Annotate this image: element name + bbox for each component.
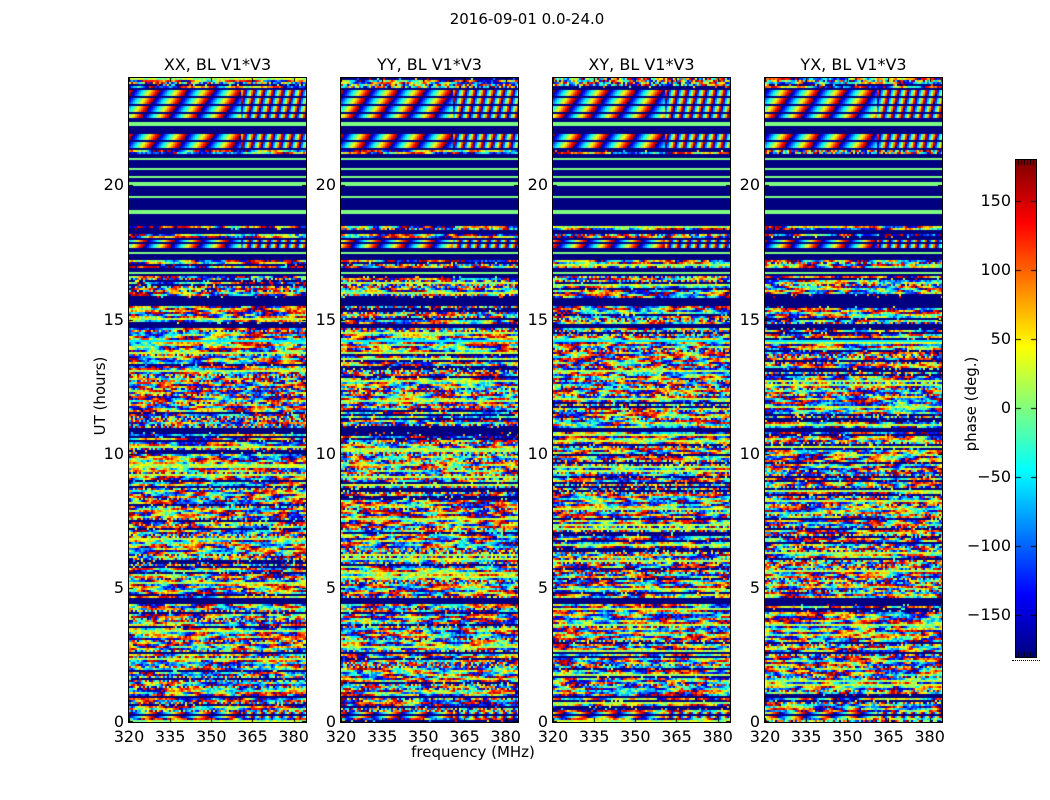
y-tick-label: 15 <box>315 309 336 329</box>
subplot-title: XY, BL V1*V3 <box>588 55 695 74</box>
x-tick-label: 320 <box>325 727 357 746</box>
x-tick-label: 335 <box>790 727 822 746</box>
y-tick-label: 10 <box>103 443 124 463</box>
x-tick-label: 320 <box>749 727 781 746</box>
colorbar-tick-label: −150 <box>967 604 1011 624</box>
y-tick-label: 0 <box>113 712 124 731</box>
colorbar-underflow-dots <box>1012 660 1040 661</box>
y-tick-label: 15 <box>527 309 548 329</box>
x-tick-label: 380 <box>278 727 309 746</box>
colorbar-tick-label: −100 <box>967 535 1011 555</box>
x-tick-label: 365 <box>873 727 904 746</box>
colorbar-tick-label: 0 <box>1000 398 1011 417</box>
x-tick-label: 365 <box>237 727 268 746</box>
y-tick-label: 10 <box>739 443 760 463</box>
y-tick-label: 0 <box>537 712 548 731</box>
heatmap-xx <box>128 77 307 723</box>
y-tick-label: 5 <box>113 577 124 597</box>
subplot-title: YY, BL V1*V3 <box>377 55 482 74</box>
y-tick-label: 5 <box>537 577 548 597</box>
y-tick-label: 20 <box>739 175 760 195</box>
x-tick-label: 365 <box>661 727 692 746</box>
x-tick-label: 380 <box>702 727 733 746</box>
colorbar-tick-label: 150 <box>980 191 1011 211</box>
subplot-title: YX, BL V1*V3 <box>800 55 907 74</box>
x-tick-label: 320 <box>537 727 569 746</box>
x-axis-label: frequency (MHz) <box>411 743 535 761</box>
colorbar-tick-label: 50 <box>990 329 1011 349</box>
y-tick-label: 10 <box>527 443 548 463</box>
x-tick-label: 350 <box>832 727 863 746</box>
y-axis-label: UT (hours) <box>91 356 109 436</box>
x-tick-label: 335 <box>578 727 610 746</box>
subplot-title: XX, BL V1*V3 <box>163 55 272 74</box>
y-tick-label: 15 <box>739 309 760 329</box>
x-tick-label: 365 <box>449 727 480 746</box>
heatmap-xy <box>552 77 731 723</box>
y-tick-label: 5 <box>325 577 336 597</box>
y-tick-label: 5 <box>749 577 760 597</box>
heatmap-yy <box>340 77 519 723</box>
x-tick-label: 320 <box>113 727 145 746</box>
colorbar <box>1015 159 1037 658</box>
y-tick-label: 20 <box>103 175 124 195</box>
y-tick-label: 10 <box>315 443 336 463</box>
x-tick-label: 350 <box>620 727 651 746</box>
x-tick-label: 335 <box>154 727 186 746</box>
figure-title: 2016-09-01 0.0-24.0 <box>449 10 605 28</box>
x-tick-label: 335 <box>366 727 398 746</box>
y-tick-label: 20 <box>527 175 548 195</box>
x-tick-label: 380 <box>490 727 521 746</box>
x-tick-label: 350 <box>408 727 439 746</box>
y-tick-label: 15 <box>103 309 124 329</box>
y-tick-label: 0 <box>749 712 760 731</box>
y-tick-label: 20 <box>315 175 336 195</box>
x-tick-label: 380 <box>914 727 945 746</box>
colorbar-tick-label: −50 <box>977 466 1011 486</box>
y-tick-label: 0 <box>325 712 336 731</box>
heatmap-yx <box>764 77 943 723</box>
colorbar-tick-label: 100 <box>980 260 1011 280</box>
x-tick-label: 350 <box>196 727 227 746</box>
